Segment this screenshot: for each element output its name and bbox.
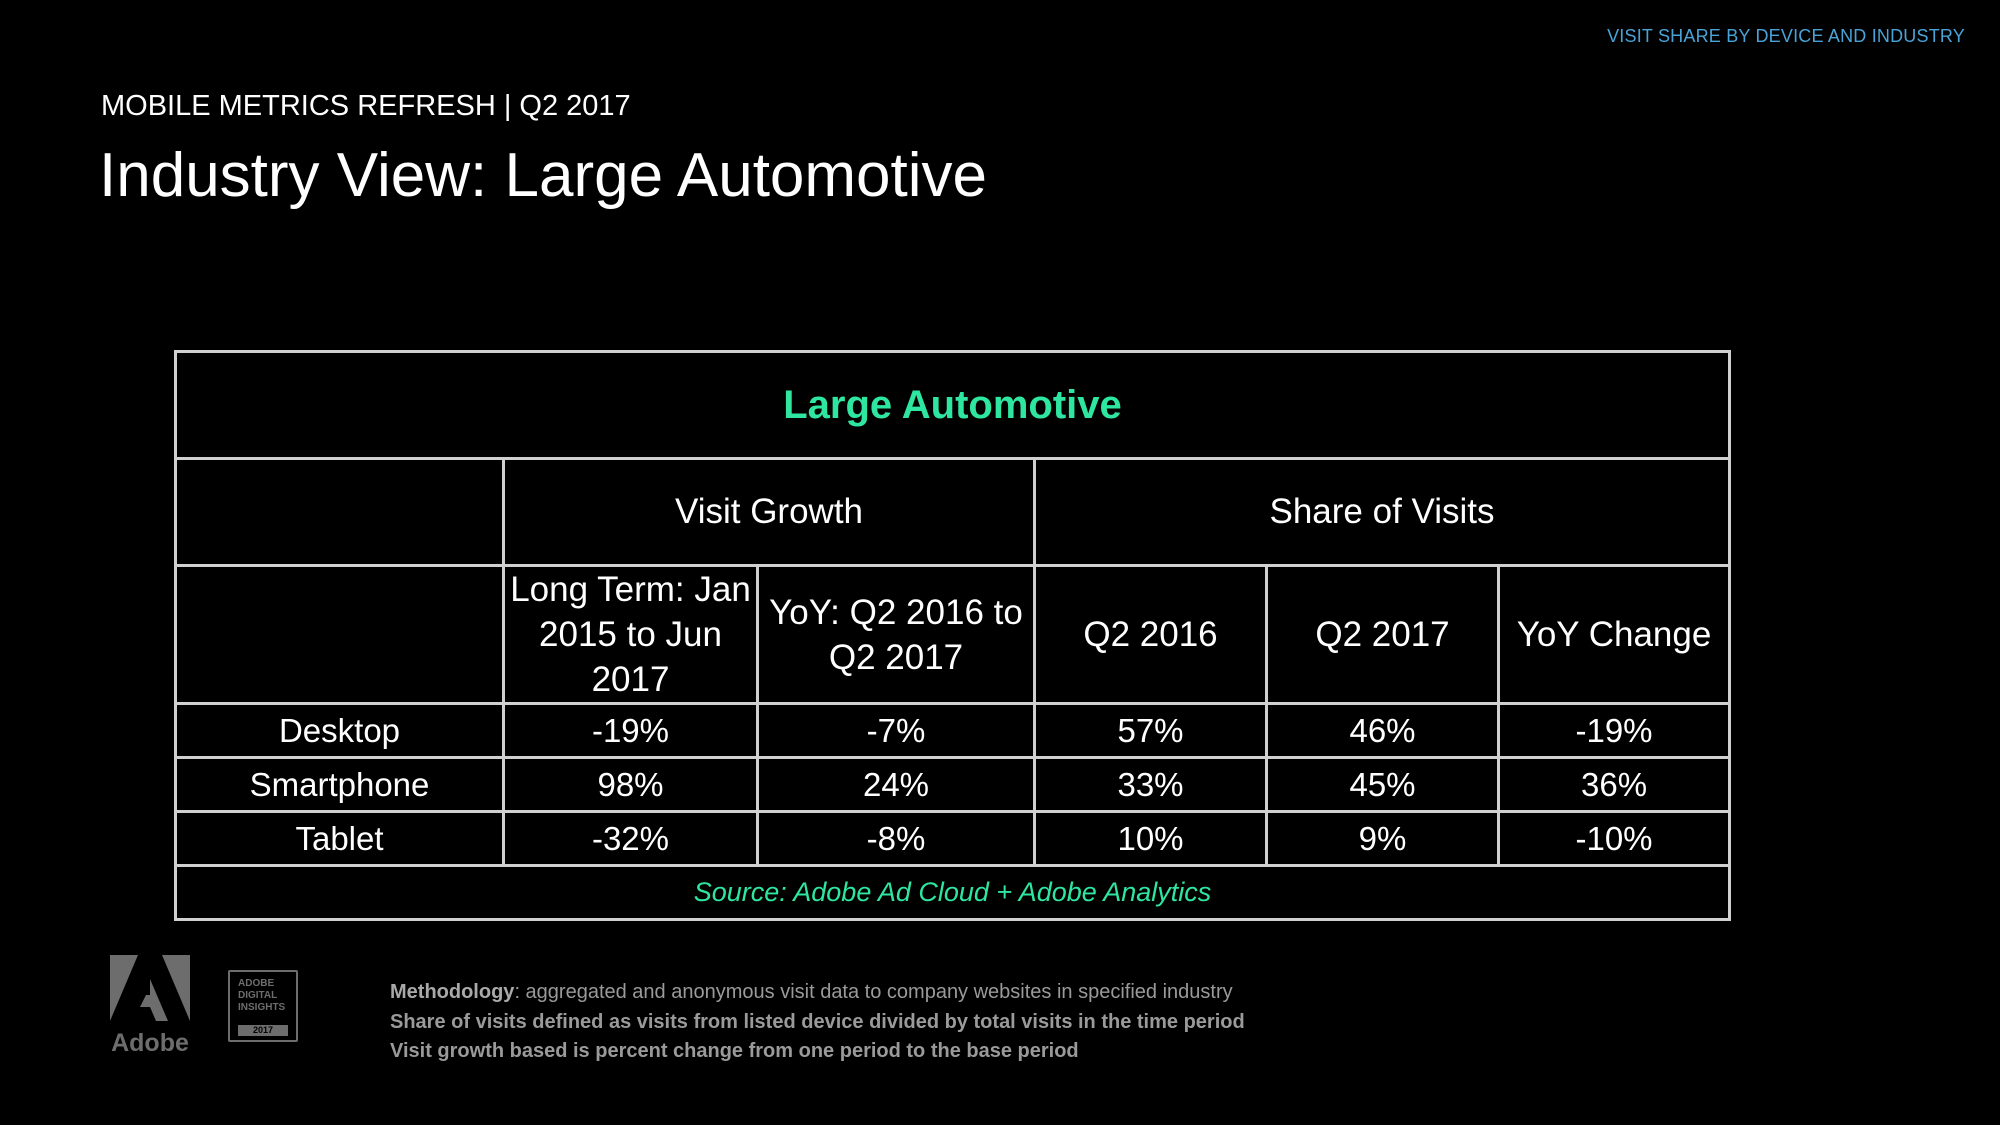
table-cell: 46% — [1265, 702, 1500, 759]
table-cell: -19% — [502, 702, 759, 759]
table-cell: 24% — [756, 756, 1036, 813]
table-cell: 9% — [1265, 810, 1500, 867]
table-cell: -7% — [756, 702, 1036, 759]
badge-line: DIGITAL — [238, 990, 278, 1001]
group-header-visit-growth: Visit Growth — [502, 457, 1036, 567]
badge-year: 2017 — [238, 1025, 288, 1036]
table-cell: -19% — [1496, 702, 1732, 759]
table-cell: 36% — [1496, 756, 1732, 813]
table-row: Tablet -32% -8% 10% 9% -10% — [174, 810, 1732, 867]
group-header-share-of-visits: Share of Visits — [1032, 457, 1732, 567]
empty-header-cell — [174, 564, 505, 705]
column-header: Long Term: Jan 2015 to Jun 2017 — [502, 564, 759, 705]
table-cell: 45% — [1265, 756, 1500, 813]
adobe-logo: Adobe — [110, 955, 190, 1059]
adobe-logo-icon — [110, 955, 190, 1021]
table-cell: 57% — [1033, 702, 1268, 759]
growth-definition-line: Visit growth based is percent change fro… — [390, 1040, 1079, 1062]
methodology-notes: Methodology: aggregated and anonymous vi… — [390, 978, 1245, 1067]
source-note: Source: Adobe Ad Cloud + Adobe Analytics — [693, 877, 1212, 907]
methodology-text: : aggregated and anonymous visit data to… — [514, 981, 1233, 1003]
badge-line: ADOBE — [238, 978, 275, 989]
table-cell: 98% — [502, 756, 759, 813]
source-cell: Source: Adobe Ad Cloud + Adobe Analytics — [173, 864, 1732, 921]
adobe-logo-text: Adobe — [111, 1029, 189, 1057]
data-table: Large Automotive Visit Growth Share of V… — [173, 350, 1732, 921]
table-cell: 33% — [1033, 756, 1268, 813]
section-label: VISIT SHARE BY DEVICE AND INDUSTRY — [1607, 26, 1965, 46]
table-cell: -32% — [502, 810, 759, 867]
column-header: YoY: Q2 2016 to Q2 2017 — [756, 564, 1036, 705]
row-label: Desktop — [174, 702, 505, 759]
table-cell: 10% — [1033, 810, 1268, 867]
empty-header-cell — [174, 457, 505, 567]
column-header: Q2 2017 — [1265, 564, 1500, 705]
table-row: Smartphone 98% 24% 33% 45% 36% — [174, 756, 1732, 813]
page-subtitle: MOBILE METRICS REFRESH | Q2 2017 — [101, 90, 631, 122]
table-cell: -10% — [1496, 810, 1732, 867]
page-title: Industry View: Large Automotive — [99, 141, 988, 210]
methodology-line: Methodology: aggregated and anonymous vi… — [390, 978, 1245, 1008]
row-label: Smartphone — [174, 756, 505, 813]
data-table-container: Large Automotive Visit Growth Share of V… — [173, 350, 1732, 921]
table-cell: -8% — [756, 810, 1036, 867]
column-header: Q2 2016 — [1033, 564, 1268, 705]
column-header: YoY Change — [1496, 564, 1732, 705]
table-title: Large Automotive — [783, 382, 1122, 427]
methodology-label: Methodology — [390, 981, 515, 1003]
table-title-cell: Large Automotive — [173, 350, 1732, 460]
digital-insights-badge: ADOBE DIGITAL INSIGHTS 2017 — [228, 970, 298, 1042]
row-label: Tablet — [174, 810, 505, 867]
badge-line: INSIGHTS — [238, 1002, 286, 1013]
table-row: Desktop -19% -7% 57% 46% -19% — [174, 702, 1732, 759]
share-definition-line: Share of visits defined as visits from l… — [390, 1010, 1245, 1033]
